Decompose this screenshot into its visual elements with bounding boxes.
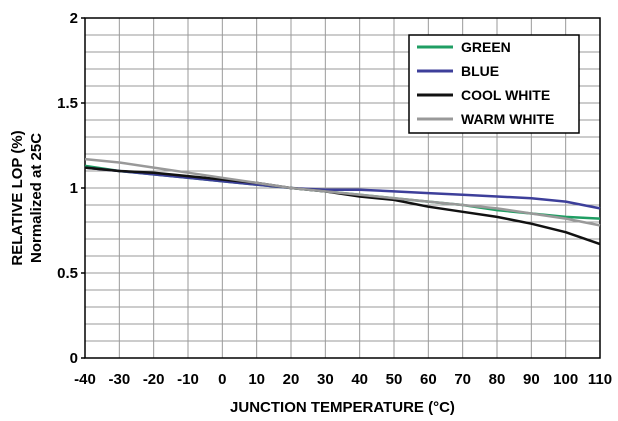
- x-tick-label: 0: [218, 371, 226, 388]
- series-line-blue: [84, 166, 601, 210]
- x-tick-label: 60: [420, 371, 437, 388]
- x-tick-label: -20: [143, 371, 165, 388]
- series-line-cool-white: [84, 166, 601, 246]
- x-tick-label: 10: [248, 371, 265, 388]
- x-tick-label: -10: [177, 371, 199, 388]
- y-tick-label: 2: [70, 10, 78, 27]
- legend-label-green: GREEN: [461, 39, 511, 55]
- y-tick-label: 0.5: [57, 265, 78, 282]
- y-tick-label: 1.5: [57, 95, 78, 112]
- legend: GREEN BLUE COOL WHITE WARM WHITE: [408, 34, 580, 134]
- x-tick-label: 40: [351, 371, 368, 388]
- y-axis-title-line-2: Normalized at 25C: [28, 133, 45, 263]
- legend-label-warm-white: WARM WHITE: [461, 111, 554, 127]
- x-tick-label: 80: [489, 371, 506, 388]
- x-tick-label: -30: [108, 371, 130, 388]
- series-line-warm-white: [84, 157, 601, 227]
- x-tick-label: 90: [523, 371, 540, 388]
- x-tick-label: 30: [317, 371, 334, 388]
- x-tick-label: 20: [283, 371, 300, 388]
- x-tick-label: -40: [74, 371, 96, 388]
- x-tick-label: 50: [386, 371, 403, 388]
- legend-label-cool-white: COOL WHITE: [461, 87, 550, 103]
- x-axis-title: JUNCTION TEMPERATURE (°C): [230, 399, 455, 416]
- x-tick-label: 100: [553, 371, 578, 388]
- y-tick-labels: 0 0.5 1 1.5 2: [57, 10, 85, 367]
- y-tick-label: 0: [70, 350, 78, 367]
- y-tick-label: 1: [70, 180, 78, 197]
- x-tick-labels: -40 -30 -20 -10 0 10 20 30 40 50 60 70 80 90 100 110: [74, 371, 612, 388]
- y-axis-title-line-1: RELATIVE LOP (%): [9, 130, 26, 265]
- series-lines: [84, 157, 601, 246]
- legend-box: [408, 34, 580, 134]
- legend-label-blue: BLUE: [461, 63, 499, 79]
- y-axis-title: RELATIVE LOP (%) Normalized at 25C: [9, 130, 45, 265]
- x-tick-label: 70: [454, 371, 471, 388]
- x-tick-label: 110: [588, 371, 612, 388]
